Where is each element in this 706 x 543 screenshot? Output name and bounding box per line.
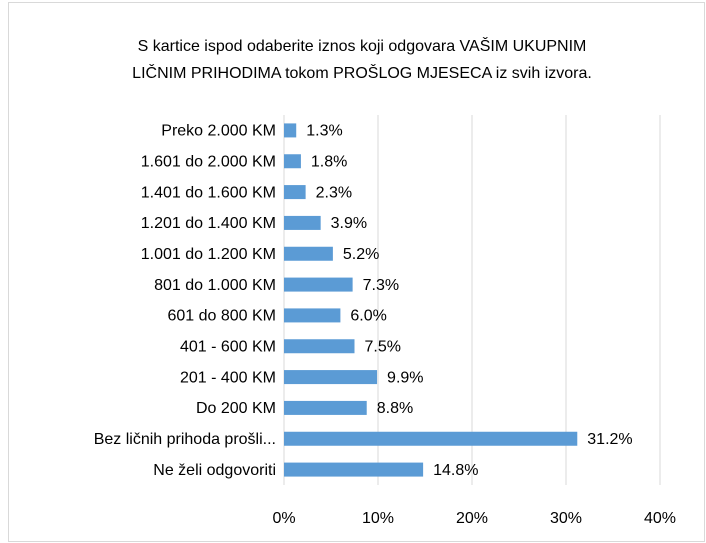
x-tick-label: 10% (362, 510, 394, 527)
y-tick-label: 201 - 400 KM (180, 369, 276, 386)
chart-title-line: S kartice ispod odaberite iznos koji odg… (138, 36, 587, 55)
y-tick-label: 801 do 1.000 KM (154, 277, 276, 294)
data-label: 3.9% (331, 215, 367, 232)
bar (284, 308, 341, 323)
data-label: 7.3% (363, 277, 399, 294)
bar (284, 400, 367, 415)
x-tick-label: 40% (644, 510, 676, 527)
bar (284, 185, 306, 200)
y-tick-label: Bez ličnih prihoda prošli... (94, 431, 276, 448)
y-tick-label: 401 - 600 KM (180, 338, 276, 355)
chart-frame (8, 2, 705, 542)
bar (284, 370, 378, 385)
data-label: 31.2% (587, 431, 632, 448)
bar (284, 339, 355, 354)
bar (284, 277, 353, 292)
bar (284, 215, 321, 230)
chart-title-line: LIČNIM PRIHODIMA tokom PROŠLOG MJESECA i… (132, 63, 592, 82)
y-tick-label: Do 200 KM (196, 400, 276, 417)
bar (284, 431, 578, 446)
x-tick-label: 30% (550, 510, 582, 527)
data-label: 2.3% (316, 184, 352, 201)
y-tick-label: Ne želi odgovoriti (153, 462, 276, 479)
y-tick-label: 1.001 do 1.200 KM (141, 246, 276, 263)
x-tick-label: 20% (456, 510, 488, 527)
y-tick-label: 601 do 800 KM (167, 308, 276, 325)
bar (284, 246, 333, 261)
data-label: 1.8% (311, 153, 347, 170)
y-tick-label: Preko 2.000 KM (161, 123, 276, 140)
y-tick-label: 1.601 do 2.000 KM (141, 153, 276, 170)
data-label: 14.8% (433, 462, 478, 479)
y-tick-label: 1.201 do 1.400 KM (141, 215, 276, 232)
bar (284, 154, 301, 169)
data-label: 7.5% (365, 338, 401, 355)
y-tick-label: 1.401 do 1.600 KM (141, 184, 276, 201)
x-tick-label: 0% (272, 510, 295, 527)
bar (284, 462, 424, 477)
data-label: 9.9% (387, 369, 423, 386)
bar (284, 123, 297, 138)
data-label: 8.8% (377, 400, 413, 417)
data-label: 5.2% (343, 246, 379, 263)
data-label: 1.3% (306, 123, 342, 140)
data-label: 6.0% (350, 308, 386, 325)
